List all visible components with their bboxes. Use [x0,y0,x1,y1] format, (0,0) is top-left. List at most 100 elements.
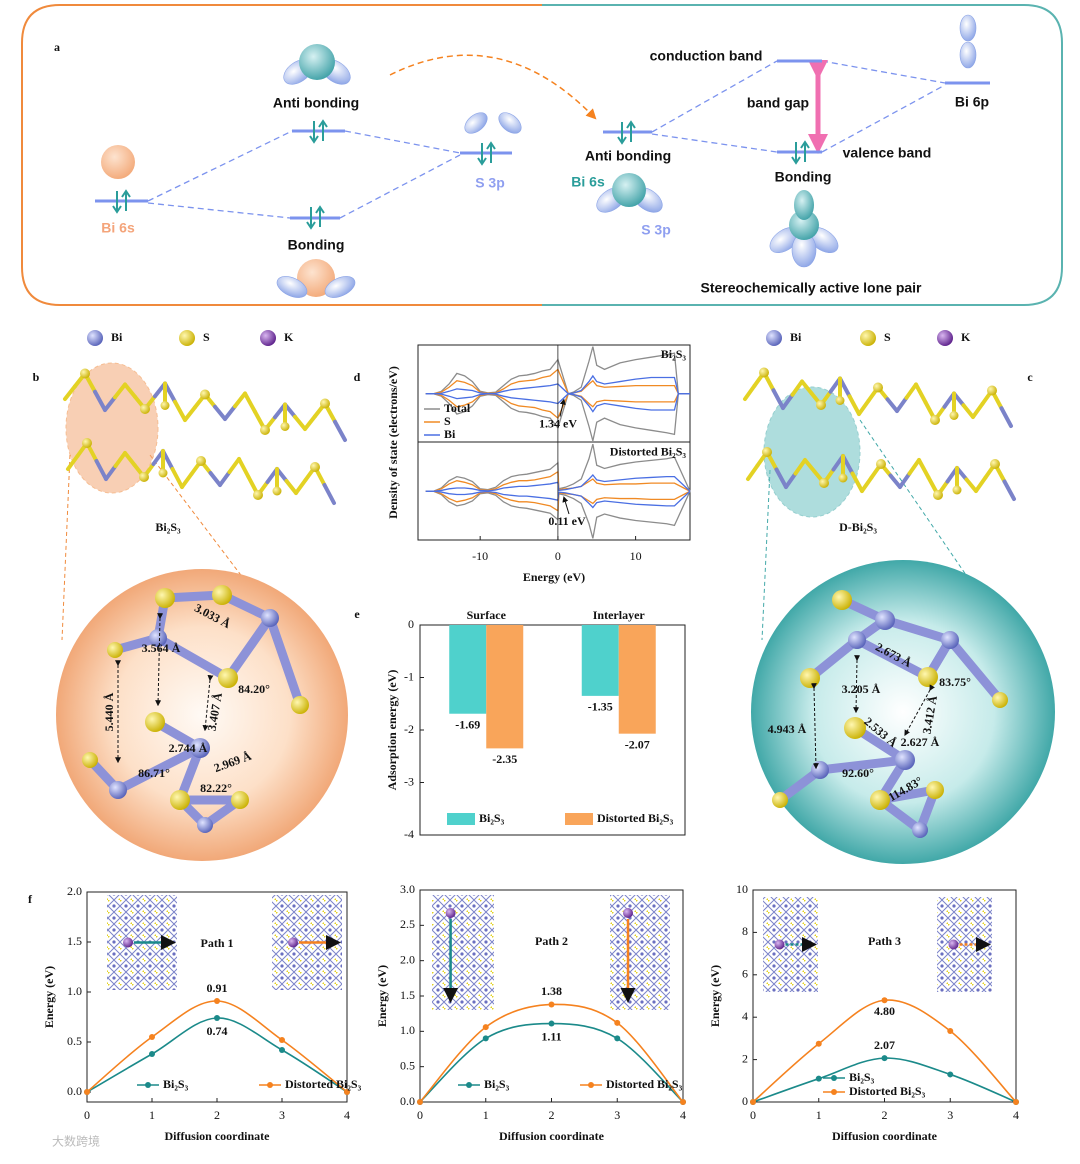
data-point [947,1071,954,1078]
bond [774,467,788,489]
bond [743,383,757,401]
atom [937,330,953,346]
y-axis-label: Density of state (electrons/eV) [386,366,400,519]
legend-label: Bi [111,330,123,344]
atom [895,750,915,770]
legend-label: Distorted Bi₂S₃ [597,811,674,825]
zoom-circle [751,560,1055,864]
measurement: 3.412 Å [920,694,941,735]
atom [848,631,866,649]
diagram-label: conduction band [650,48,763,64]
atom [260,425,270,435]
atom [811,761,829,779]
spin-arrow [626,120,636,142]
spin-arrow [306,207,316,230]
bond [213,404,227,421]
value-label: 2.07 [874,1038,895,1052]
atom [835,396,845,405]
x-tick-label: 3 [947,1108,953,1122]
legend-marker [466,1082,472,1088]
data-point [815,1040,822,1047]
atom [160,401,170,410]
measurement: 84.20° [238,682,270,696]
atom [231,791,249,809]
bond [917,458,931,480]
bond [93,389,107,412]
x-tick-label: 1 [816,1108,822,1122]
y-tick-label: 0.5 [400,1058,415,1072]
y-tick-label: -4 [404,827,414,841]
data-point [548,1020,555,1027]
atom [158,468,168,478]
y-tick-label: 1.0 [67,984,82,998]
k-ion [123,937,133,948]
bond [294,478,308,495]
watermark: 大数跨境 [52,1134,100,1149]
y-axis-label: Energy (eV) [708,965,722,1027]
zoom-region [763,386,861,518]
diagram-label: Stereochemically active lone pair [701,280,923,296]
measurement: 2.744 Å [169,741,208,755]
atom [987,385,997,396]
legend-label: K [961,330,971,344]
bond [94,459,108,481]
atom [170,790,190,810]
bond [284,479,298,495]
diagram-label: S 3p [641,222,671,238]
category-label: Interlayer [593,608,646,622]
atom [926,781,944,799]
legend-marker [831,1075,837,1081]
bond [885,397,899,413]
bond [800,379,814,396]
atom [816,400,826,410]
atom [930,415,940,425]
bond [914,382,928,405]
diagram-label: band gap [747,95,809,111]
spin-arrow [486,141,496,163]
data-point [1013,1099,1019,1105]
bar [449,625,487,714]
legend-label: Distorted Bi₂S₃ [285,1077,362,1091]
value-label: -1.35 [588,700,613,714]
y-tick-label: 4 [742,1009,748,1023]
bond [999,406,1013,428]
atom [82,752,98,768]
bond [898,471,912,489]
bond [183,405,197,422]
subplot-label: Distorted Bi₂S₃ [610,444,687,458]
bond [771,388,785,410]
bond [123,382,137,399]
atom [87,330,103,346]
data-point [614,1019,621,1026]
y-tick-label: 10 [736,882,748,896]
atom [912,822,928,838]
y-tick-label: 0 [742,1094,748,1108]
atom [109,781,127,799]
x-tick-label: 2 [549,1108,555,1122]
x-tick-label: 4 [1013,1108,1019,1122]
bond [895,395,909,413]
bond [945,635,1005,705]
spin-arrow [318,119,328,141]
legend-marker [588,1082,594,1088]
bond [153,633,233,683]
bond [243,391,257,414]
legend-label: Bi₂S₃ [163,1077,189,1091]
x-axis-label: Diffusion coordinate [832,1129,938,1143]
k-ion [288,937,298,948]
panel-frame [542,4,1063,306]
legend-marker [267,1082,273,1088]
atom [212,585,232,605]
x-tick-label: 10 [630,549,642,563]
data-point [548,1001,555,1008]
bond [66,454,80,471]
structure-inset [432,895,494,1010]
dos-curve [425,374,690,395]
value-label: 0.74 [207,1024,228,1038]
value-label: 1.11 [541,1029,561,1043]
x-tick-label: 4 [344,1108,350,1122]
y-axis-label: Energy (eV) [375,965,389,1027]
legend-label: Distorted Bi₂S₃ [606,1077,683,1091]
bond [123,451,137,467]
